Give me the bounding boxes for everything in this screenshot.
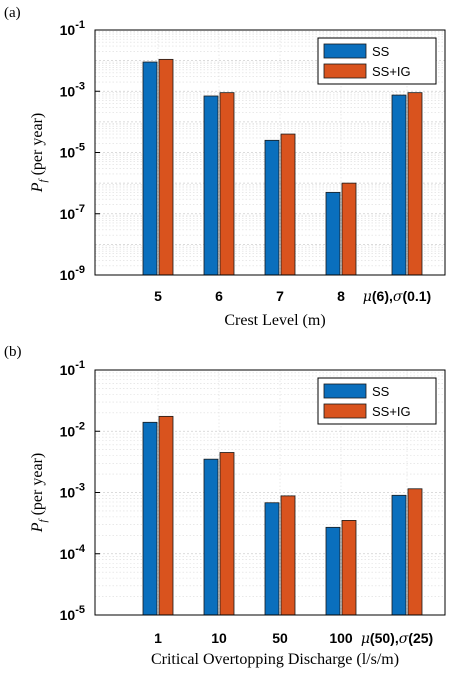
legend-label: SS	[372, 384, 390, 399]
legend-swatch	[323, 403, 367, 419]
y-tick-label: 10-3	[60, 80, 85, 99]
legend-label: SS	[372, 44, 390, 59]
x-tick-label: 1	[154, 630, 162, 646]
y-tick-label: 10-7	[60, 203, 85, 222]
bar-ss-4	[391, 494, 407, 616]
bar-ss-0	[142, 421, 158, 616]
bar-ss-3	[325, 526, 341, 616]
y-tick-label: 10-1	[60, 359, 85, 378]
x-axis-label: Crest Level (m)	[224, 312, 325, 329]
bar-ss-ig-2	[280, 133, 296, 276]
y-axis-label: Pf (per year)	[29, 113, 49, 193]
bars	[142, 58, 423, 276]
y-tick-label: 10-5	[60, 142, 85, 161]
bar-ss-ig-1	[219, 452, 235, 616]
bar-ss-2	[264, 139, 280, 276]
y-tick-label: 10-9	[60, 264, 85, 283]
legend: SS SS+IG	[317, 37, 437, 85]
bar-ss-0	[142, 61, 158, 276]
bar-ss-ig-0	[158, 415, 174, 616]
x-tick-label: 6	[215, 288, 223, 304]
legend-swatch	[323, 43, 367, 59]
x-tick-label: 100	[329, 630, 353, 646]
bar-ss-ig-1	[219, 92, 235, 276]
bar-ss-ig-3	[341, 520, 357, 616]
x-tick-labels: 1 10 50 100 μ(50),σ(25)	[154, 630, 433, 647]
x-tick-label: μ(50),σ(25)	[361, 630, 433, 647]
legend: SS SS+IG	[317, 377, 437, 425]
y-tick-labels: 10-5 10-4 10-3 10-2 10-1	[60, 359, 100, 623]
bar-ss-ig-3	[341, 182, 357, 276]
y-tick-label: 10-1	[60, 19, 85, 38]
bar-ss-ig-2	[280, 495, 296, 616]
x-axis-label: Critical Overtopping Discharge (l/s/m)	[151, 651, 399, 668]
y-tick-label: 10-3	[60, 482, 85, 501]
bar-ss-ig-4	[407, 92, 423, 276]
x-tick-label: 50	[272, 630, 288, 646]
x-tick-label: 7	[276, 288, 284, 304]
bar-ss-4	[391, 94, 407, 276]
y-tick-labels: 10-9 10-7 10-5 10-3 10-1	[60, 19, 100, 283]
panel-label: (b)	[4, 344, 22, 360]
y-tick-label: 10-5	[60, 604, 85, 623]
panel-label: (a)	[4, 5, 21, 21]
y-tick-label: 10-2	[60, 420, 85, 439]
legend-label: SS+IG	[372, 64, 411, 79]
chart-panel-1: 10-5 10-4 10-3 10-2 10-1 1 10 50 100 μ(50),σ(25) C…	[4, 344, 446, 668]
x-tick-labels: 5 6 7 8 μ(6),σ(0.1)	[154, 288, 431, 305]
y-tick-label: 10-4	[60, 543, 86, 562]
legend-label: SS+IG	[372, 404, 411, 419]
bar-ss-1	[203, 95, 219, 276]
bar-ss-ig-4	[407, 488, 423, 616]
y-axis-label: Pf (per year)	[29, 453, 49, 533]
legend-swatch	[323, 383, 367, 399]
bar-ss-2	[264, 502, 280, 616]
x-tick-label: 8	[337, 288, 345, 304]
bar-ss-3	[325, 191, 341, 276]
x-tick-label: 10	[211, 630, 227, 646]
bar-ss-1	[203, 458, 219, 616]
bar-ss-ig-0	[158, 58, 174, 276]
x-tick-label: 5	[154, 288, 162, 304]
legend-swatch	[323, 63, 367, 79]
chart-panel-0: 10-9 10-7 10-5 10-3 10-1 5 6 7 8 μ(6),σ(0.1) Crest…	[4, 5, 446, 329]
x-tick-label: μ(6),σ(0.1)	[363, 288, 431, 305]
